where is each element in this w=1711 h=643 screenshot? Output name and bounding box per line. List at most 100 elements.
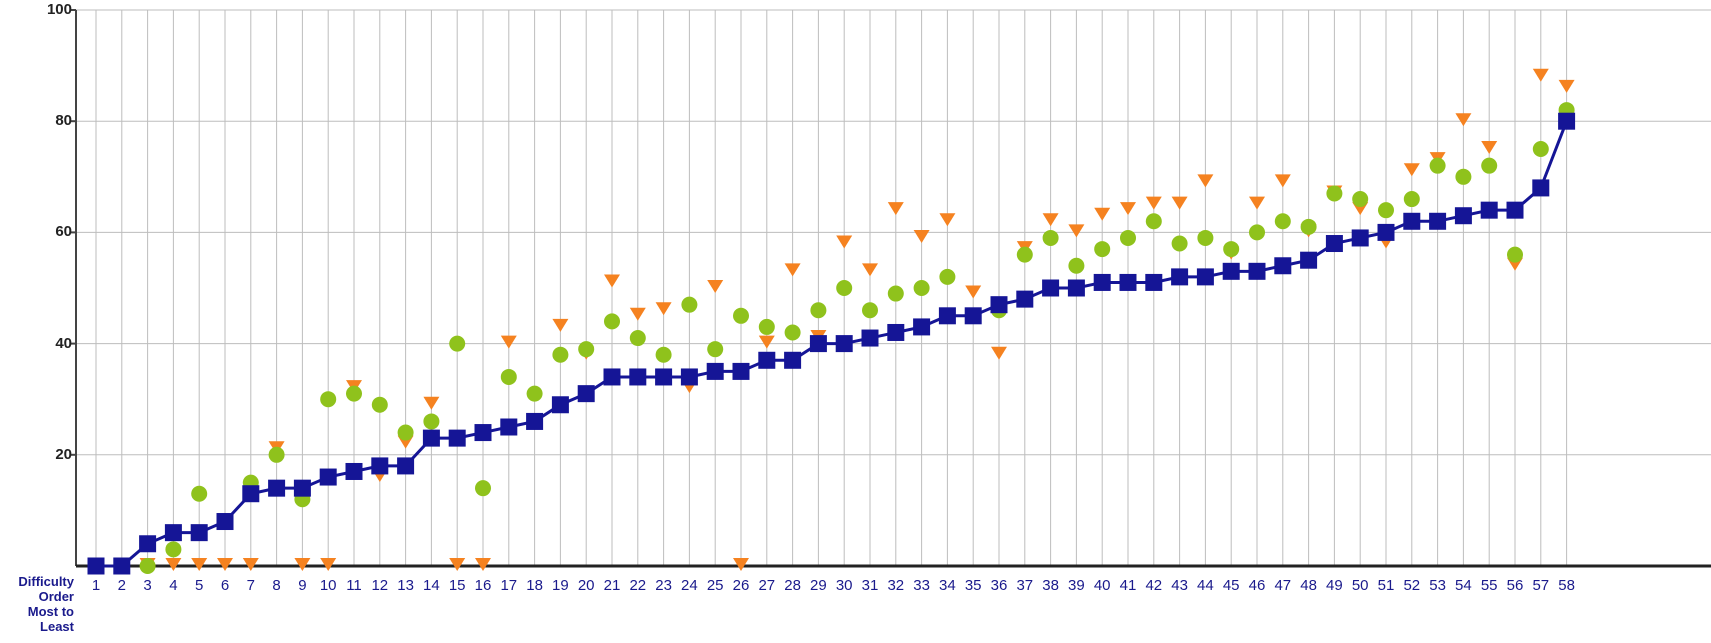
square-marker [87,557,105,575]
square-marker [1093,273,1111,291]
circle-marker [1507,246,1523,263]
circle-marker [165,541,182,558]
triangle-marker [758,335,775,349]
x-tick-label: 31 [862,577,879,594]
circle-marker [397,424,414,441]
triangle-marker [604,274,620,288]
x-tick-label: 3 [143,577,151,594]
x-tick-label: 5 [195,577,203,594]
square-marker [371,457,389,475]
x-tick-label: 55 [1481,577,1498,594]
x-tick-label: 49 [1326,577,1343,594]
x-tick-label: 10 [320,577,337,594]
triangle-marker [1094,207,1111,221]
triangle-marker [242,558,259,571]
triangle-marker [1403,163,1420,177]
circle-marker [913,280,930,296]
x-tick-label: 48 [1300,577,1317,594]
x-tick-label: 29 [810,577,827,594]
square-marker [397,457,415,475]
triangle-marker [862,263,878,277]
triangle-marker [1120,202,1136,216]
x-tick-label: 44 [1197,577,1214,594]
circle-marker [1094,241,1111,258]
triangle-marker [1145,196,1162,210]
x-tick-label: 12 [371,577,388,594]
square-marker [706,362,724,380]
x-tick-labels: 1 2 3 4 5 6 7 8 9 10 11 12 13 14 15 16 17 18 19 20 21 22 23 24 2… [92,577,1575,594]
triangle-marker [500,335,517,349]
x-tick-label: 56 [1507,577,1524,594]
circle-marker [1068,257,1085,274]
x-tick-label: 46 [1249,577,1266,594]
circle-marker [939,268,956,285]
x-tick-label: 24 [681,577,698,594]
circle-marker [1429,157,1446,174]
circle-marker [268,446,285,463]
x-tick-label: 14 [423,577,440,594]
square-marker [861,329,879,347]
circle-marker [1352,191,1369,208]
x-tick-label: 33 [913,577,930,594]
circle-marker [1403,191,1420,208]
x-tick-label: 37 [1016,577,1033,594]
x-tick-label: 54 [1455,577,1472,594]
x-tick-label: 30 [836,577,853,594]
square-marker [913,318,931,336]
square-marker [964,307,982,325]
x-tick-label: 53 [1429,577,1446,594]
square-marker [1196,268,1214,286]
x-tick-label: 43 [1171,577,1188,594]
triangle-marker [191,558,208,571]
square-marker [139,535,157,553]
x-tick-label: 26 [733,577,750,594]
x-tick-label: 13 [397,577,414,594]
square-marker [680,368,698,386]
square-marker [113,557,131,575]
circle-marker [526,385,543,402]
triangle-marker [165,558,182,571]
square-marker [1403,212,1421,230]
x-tick-label: 52 [1403,577,1420,594]
triangle-marker [1558,79,1575,93]
square-marker [474,424,492,442]
x-tick-label: 20 [578,577,595,594]
circle-marker [862,302,878,319]
triangle-marker [423,396,440,410]
circle-marker [1223,241,1240,258]
x-tick-label: 7 [247,577,255,594]
axes [70,9,1711,568]
y-tick-label: 80 [55,112,72,130]
square-marker [1377,223,1395,241]
x-tick-label: 1 [92,577,100,594]
x-axis-caption-line-4: Least [40,619,74,634]
x-tick-label: 57 [1532,577,1549,594]
square-marker [577,385,595,403]
circle-marker [1016,246,1033,263]
x-tick-label: 8 [272,577,280,594]
triangle-marker [733,558,749,571]
circle-marker [346,385,362,402]
circle-marker [423,413,440,430]
x-tick-label: 18 [526,577,543,594]
x-tick-label: 19 [552,577,569,594]
x-tick-label: 28 [784,577,801,594]
square-marker [990,296,1008,314]
x-tick-label: 16 [475,577,492,594]
x-axis-caption-line-3: Most to [27,604,74,619]
triangle-marker [1249,196,1265,210]
square-marker [809,335,827,353]
circle-marker [475,480,491,497]
square-marker [1145,273,1163,291]
x-tick-label: 2 [118,577,126,594]
circle-marker [1120,229,1136,246]
square-marker [1351,229,1369,247]
circle-marker [320,391,337,408]
triangle-marker [320,558,337,571]
x-tick-label: 22 [629,577,646,594]
series-line [96,120,1568,568]
x-tick-label: 25 [707,577,724,594]
square-marker [448,429,466,447]
triangle-marker [217,558,233,571]
